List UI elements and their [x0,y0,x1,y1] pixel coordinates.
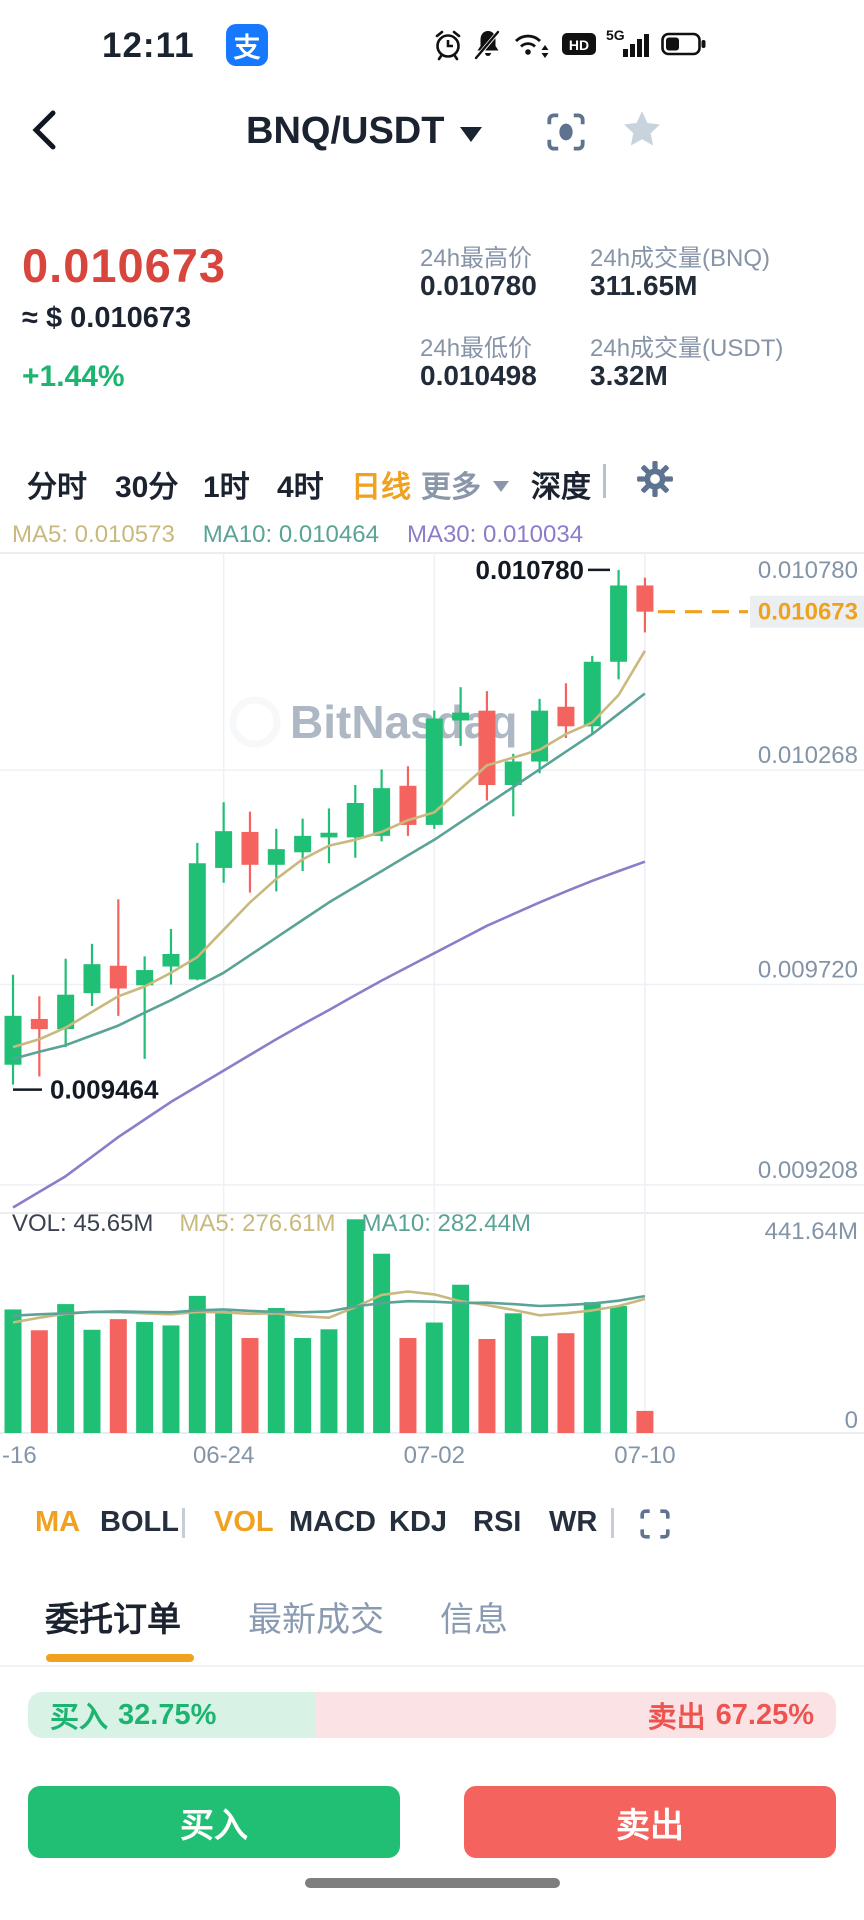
sell-ratio-label: 卖出 [647,1702,706,1734]
svg-text:0: 0 [845,1407,858,1434]
ma-indicator-values: MA5: 0.010573 MA10: 0.010464 MA30: 0.010… [12,521,583,549]
divider [182,1508,185,1538]
svg-text:0.010780: 0.010780 [758,557,858,584]
back-button[interactable] [28,106,72,158]
svg-text:06-24: 06-24 [193,1442,254,1469]
tab-30min[interactable]: 30分 [115,471,179,504]
svg-text:0.009464: 0.009464 [50,1075,159,1105]
svg-text:07-10: 07-10 [614,1442,675,1469]
stat-value-24h-volume-bnq: 311.65M [590,270,698,301]
home-indicator [305,1878,560,1888]
battery-icon [661,27,707,66]
alarm-clock-icon [432,27,464,66]
gear-icon [636,461,674,502]
svg-text:0.010673: 0.010673 [758,599,858,626]
expand-icon [639,1509,671,1544]
sell-button[interactable]: 卖出 [464,1786,836,1858]
tab-rsi[interactable]: RSI [473,1506,522,1538]
current-price-line: 0.010673 [658,595,864,628]
stat-value-24h-low: 0.010498 [420,360,537,391]
tab-vol[interactable]: VOL [214,1506,274,1538]
5g-signal-icon: 5G [606,27,652,66]
chart-settings-button[interactable] [636,460,674,503]
star-icon [620,111,664,156]
svg-text:07-02: 07-02 [404,1442,465,1469]
sell-ratio-percent: 67.25% [715,1698,814,1731]
sell-ratio-segment: 卖出 67.25% [314,1692,836,1738]
active-tab-underline [46,1654,194,1662]
svg-text:5G: 5G [606,27,625,43]
chevron-down-icon [460,127,483,142]
tab-wr[interactable]: WR [549,1506,598,1538]
divider [0,1665,864,1667]
favorite-button[interactable] [620,108,664,157]
stat-label-24h-volume-usdt: 24h成交量(USDT) [590,335,784,362]
tab-kdj[interactable]: KDJ [389,1506,448,1538]
chevron-down-icon [493,480,509,492]
bell-muted-icon [473,27,503,66]
pair-selector[interactable]: BNQ/USDT [246,110,483,153]
tab-4hour[interactable]: 4时 [277,471,324,504]
status-icons: HD 5G [432,26,707,66]
svg-text:0.010780: 0.010780 [476,555,584,585]
fullscreen-button[interactable] [639,1508,671,1545]
tab-daily[interactable]: 日线 [351,471,411,504]
buy-ratio-label: 买入 [50,1702,109,1734]
tab-open-orders[interactable]: 委托订单 [45,1601,181,1639]
tab-info[interactable]: 信息 [440,1601,508,1639]
divider [603,464,606,498]
stat-value-24h-high: 0.010780 [420,270,537,301]
stat-label-24h-volume-bnq: 24h成交量(BNQ) [590,245,771,272]
stat-label-24h-high: 24h最高价 [420,245,533,272]
alipay-badge-icon: 支 [226,24,268,66]
wifi-icon [512,27,552,66]
buy-ratio-percent: 32.75% [118,1698,217,1731]
svg-text:0.009720: 0.009720 [758,957,858,984]
divider [611,1508,614,1538]
watermark [229,696,281,748]
high-annotation: 0.010780 [476,555,610,585]
page-title: BNQ/USDT [246,110,445,152]
svg-text:-16: -16 [2,1442,37,1469]
buy-button[interactable]: 买入 [28,1786,400,1858]
kline-chart[interactable]: BitNasdaq0.0107800.0102680.0097200.00920… [0,545,864,1470]
tab-depth[interactable]: 深度 [531,471,591,504]
svg-text:441.64M: 441.64M [765,1218,858,1245]
svg-text:0.010268: 0.010268 [758,742,858,769]
stat-label-24h-low: 24h最低价 [420,335,533,362]
tab-ma[interactable]: MA [35,1506,81,1538]
status-time: 12:11 [102,26,195,65]
svg-text:0.009208: 0.009208 [758,1157,858,1184]
tab-boll[interactable]: BOLL [100,1506,179,1538]
hd-icon: HD [561,27,597,66]
change-percent: +1.44% [22,360,125,393]
price-axis-labels: 0.010780 0.010268 0.009720 0.009208 441.64M 0… [2,557,858,1469]
scan-icon [546,113,586,156]
ma30-value: MA30: 0.010034 [406,521,584,548]
ma10-value: MA10: 0.010464 [202,521,379,548]
tab-more[interactable]: 更多 [421,462,509,506]
ma5-value: MA5: 0.010573 [12,521,175,548]
back-chevron-icon [28,108,58,157]
volume-bars [4,1219,654,1433]
candlesticks [4,569,654,1085]
buy-sell-ratio-bar: 买入 32.75% 卖出 67.25% [28,1692,836,1738]
svg-text:HD: HD [569,37,589,53]
last-price: 0.010673 [22,239,227,292]
tab-macd[interactable]: MACD [289,1506,376,1538]
low-annotation: 0.009464 [13,1075,159,1105]
tab-latest-trades[interactable]: 最新成交 [248,1601,384,1639]
buy-ratio-segment: 买入 32.75% [28,1692,315,1738]
fiat-price: ≈ $ 0.010673 [22,302,192,334]
tab-1hour[interactable]: 1时 [203,471,250,504]
scan-button[interactable] [546,112,586,157]
tab-timeshare[interactable]: 分时 [27,471,87,504]
stat-value-24h-volume-usdt: 3.32M [590,360,668,391]
